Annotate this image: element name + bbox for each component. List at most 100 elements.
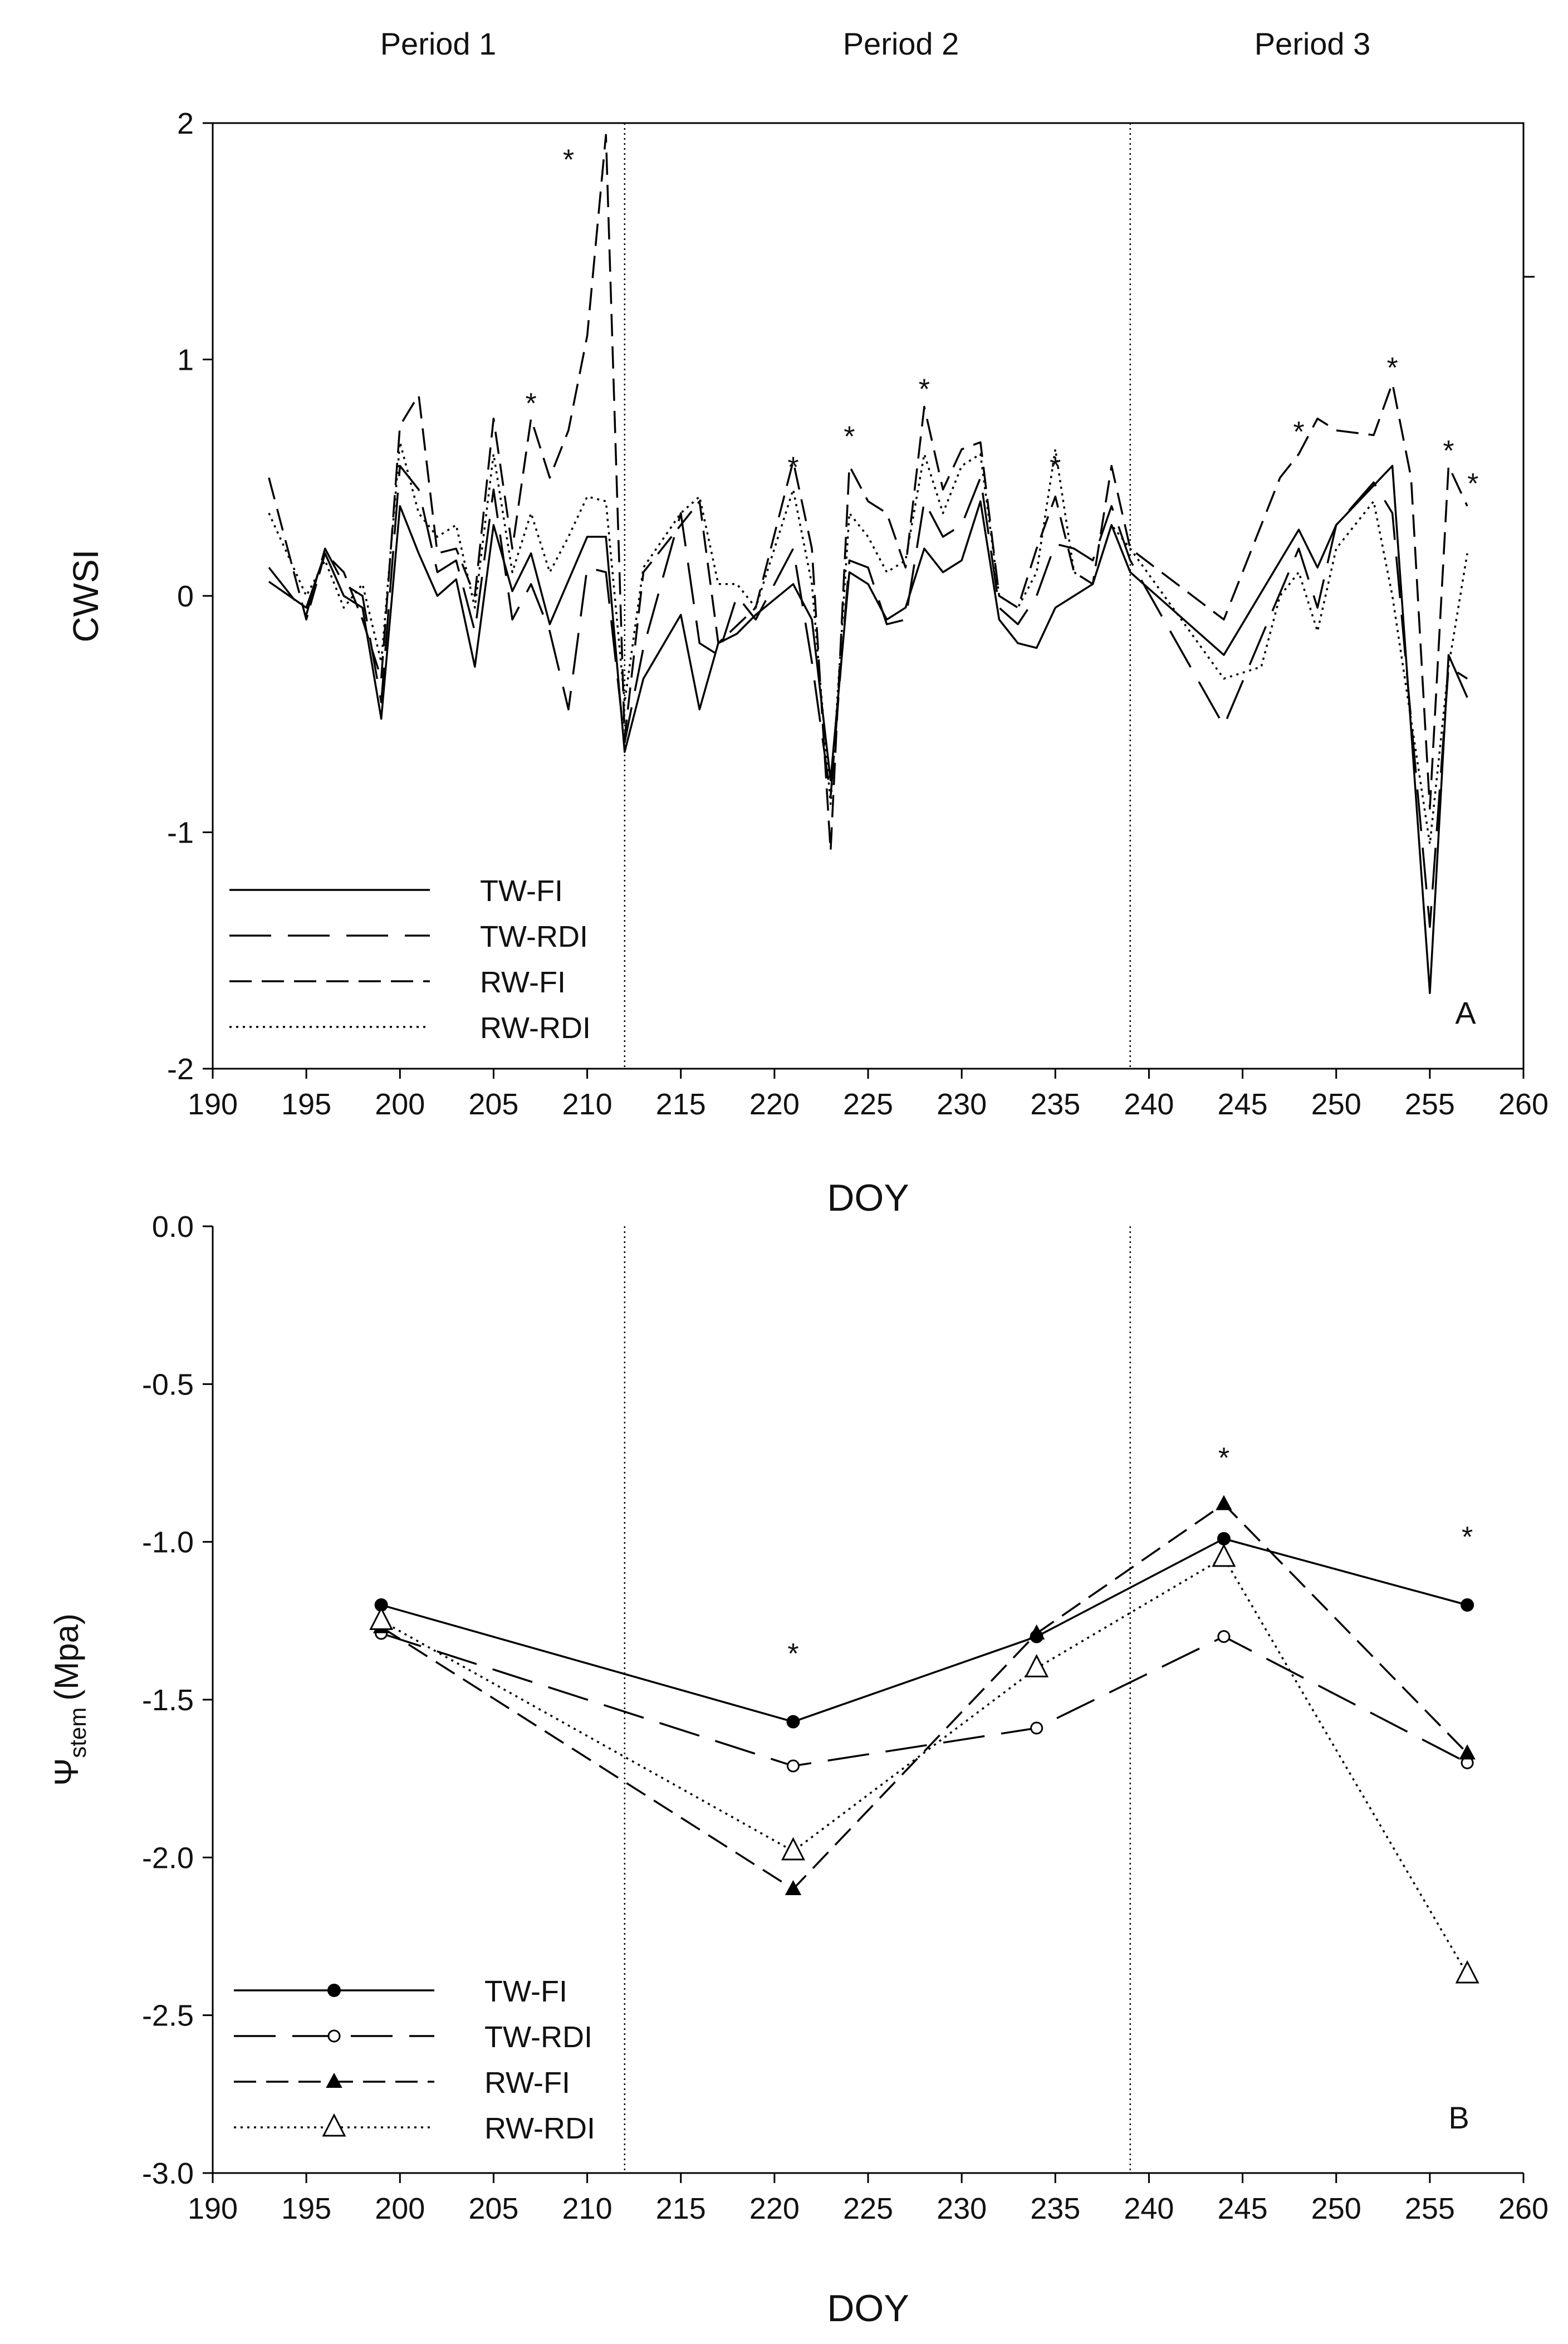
panel-a-y-tick-label: 1 (177, 344, 194, 377)
panel-b-series-rw-rdi-line (380, 1557, 1468, 1975)
panel-b-x-tick-label: 260 (1498, 2192, 1549, 2225)
panel-b-tw-fi-point (786, 1715, 800, 1729)
panel-a-legend-label-rw-fi: RW-FI (480, 966, 566, 999)
panel-b-x-tick-label: 190 (188, 2192, 238, 2225)
panel-b-y-tick-label: -0.5 (142, 1368, 194, 1401)
panel-b-significance-marker: * (1462, 1521, 1473, 1553)
panel-b-rw-rdi-point (1212, 1543, 1236, 1567)
panel-a-y-tick-label: 2 (177, 107, 194, 140)
panel-a-y-axis-title: CWSI (66, 549, 106, 642)
panel-b-legend-marker-tw-fi (327, 1984, 341, 1997)
panel-b-period-dividers (624, 1226, 1131, 2173)
panel-b-tw-rdi-point (786, 1759, 800, 1773)
panel-a-x-tick-label: 220 (749, 1088, 800, 1121)
panel-b-x-tick-label: 245 (1218, 2192, 1268, 2225)
panel-a-x-tick-label: 255 (1405, 1088, 1455, 1121)
panel-b-legend-label-rw-fi: RW-FI (484, 2066, 570, 2100)
period-label-2: Period 2 (843, 26, 959, 61)
panel-a-x-tick-label: 230 (937, 1088, 987, 1121)
panel-b-series (369, 1495, 1479, 1984)
panel-b-x-tick-label: 240 (1124, 2192, 1174, 2225)
panel-b-tw-fi-point (1461, 1598, 1474, 1612)
panel-b-x-tick-label: 225 (843, 2192, 893, 2225)
panel-a-significance-marker: * (1386, 352, 1398, 384)
panel-b-x-tick-label: 235 (1030, 2192, 1080, 2225)
panel-a-significance-marker: * (526, 388, 537, 420)
panel-a-x-tick-label: 260 (1498, 1088, 1549, 1121)
panel-b-tw-fi-point (1217, 1532, 1231, 1545)
panel-b-y-tick-label: -1.0 (142, 1526, 194, 1559)
panel-b-x-tick-label: 215 (656, 2192, 706, 2225)
period-label-3: Period 3 (1255, 26, 1371, 61)
panel-b-y-tick-label: -3.0 (142, 2157, 194, 2190)
panel-b-rw-rdi-point (1025, 1654, 1049, 1677)
panel-a-series-tw-rdi-line (268, 464, 1468, 928)
panel-a-legend: TW-FI TW-RDI RW-FI RW-RDI (229, 874, 591, 1045)
panel-b-y-tick-label: 0.0 (152, 1210, 194, 1244)
panel-b-significance-marker: * (1218, 1442, 1229, 1475)
panel-a-significance-marker: * (563, 144, 574, 177)
panel-a-series-rw-rdi-line (268, 441, 1468, 845)
panel-a-significance-marker: * (787, 452, 798, 484)
panel-a-legend-label-rw-rdi: RW-RDI (480, 1011, 591, 1045)
panel-b-rw-fi-point (1459, 1744, 1476, 1760)
panel-b-rw-rdi-point (1455, 1960, 1479, 1984)
panel-a-axes: 190 195 200 205 210 215 220 225 230 235 240 245 250 2… (167, 107, 1549, 1121)
panel-b-x-tick-label: 200 (375, 2192, 425, 2225)
panel-b-legend-marker-rw-rdi (322, 2113, 346, 2137)
panel-b-x-tick-label: 230 (937, 2192, 987, 2225)
panel-a-x-tick-label: 235 (1030, 1088, 1080, 1121)
panel-b-rw-fi-point (1028, 1624, 1045, 1640)
panel-b-series-tw-fi-line (381, 1538, 1468, 1723)
panel-b-rw-rdi-point (781, 1837, 805, 1861)
panel-b-legend-marker-rw-fi (326, 2072, 342, 2088)
panel-a-x-tick-label: 195 (281, 1088, 331, 1121)
panel-b-axes: 190 195 200 205 210 215 220 225 230 235 240 245 250 2… (142, 1210, 1549, 2225)
panel-a-x-tick-label: 200 (375, 1088, 425, 1121)
panel-b-x-tick-label: 220 (749, 2192, 800, 2225)
panel-b-significance-marker: * (787, 1638, 798, 1670)
panel-a-x-axis-title: DOY (827, 1177, 909, 1219)
panel-b-y-tick-label: -2.5 (142, 1999, 194, 2033)
panel-b-x-tick-label: 210 (562, 2192, 612, 2225)
panel-b-legend-label-tw-fi: TW-FI (484, 1975, 567, 2008)
panel-a-y-tick-label: -2 (167, 1053, 194, 1086)
panel-b-y-axis-subscript: stem (65, 1707, 91, 1758)
panel-a-label: A (1455, 995, 1476, 1030)
panel-a-significance-marker: * (1050, 452, 1061, 484)
panel-b-rw-fi-point (785, 1880, 802, 1895)
panel-b-label: B (1448, 2100, 1469, 2135)
panel-b-x-tick-label: 205 (468, 2192, 518, 2225)
panel-a-x-tick-label: 210 (562, 1088, 612, 1121)
panel-a-x-tick-label: 245 (1218, 1088, 1268, 1121)
panel-b-series-tw-rdi-line (381, 1632, 1468, 1767)
panel-b-x-axis-title: DOY (827, 2287, 909, 2330)
panel-a-x-tick-label: 250 (1311, 1088, 1361, 1121)
panel-a-legend-label-tw-fi: TW-FI (480, 874, 563, 908)
panel-a-x-tick-label: 215 (656, 1088, 706, 1121)
panel-b-y-tick-label: -1.5 (142, 1684, 194, 1717)
panel-a-x-tick-label: 240 (1124, 1088, 1174, 1121)
panel-b-series-rw-fi-line (380, 1503, 1468, 1890)
panel-b-stem-water-potential: 190 195 200 205 210 215 220 225 230 235 240 245 250 2… (48, 1210, 1549, 2330)
panel-b-legend-marker-tw-rdi (327, 2029, 341, 2043)
panel-b-legend-label-tw-rdi: TW-RDI (484, 2020, 592, 2054)
panel-a-cwsi: 190 195 200 205 210 215 220 225 230 235 240 245 250 2… (66, 107, 1549, 1219)
panel-a-significance-marker: * (1293, 416, 1304, 448)
panel-a-annotations: * * * * * * * * * * (526, 144, 1479, 501)
panel-a-significance-marker: * (919, 373, 930, 405)
panel-a-x-tick-label: 225 (843, 1088, 893, 1121)
panel-a-series-tw-fi-line (268, 464, 1468, 994)
panel-a-frame (212, 122, 1525, 1070)
panel-a-legend-label-tw-rdi: TW-RDI (480, 920, 588, 953)
panel-a-x-tick-label: 190 (188, 1088, 238, 1121)
panel-a-period-dividers (624, 123, 1131, 1069)
panel-a-series (268, 134, 1468, 994)
panel-a-series-rw-fi-line (268, 134, 1468, 853)
panel-b-y-axis-unit: (Mpa) (48, 1613, 85, 1701)
panel-b-tw-rdi-point (1030, 1721, 1043, 1735)
panel-a-y-tick-label: -1 (167, 816, 194, 850)
panel-b-tw-rdi-point (1217, 1630, 1231, 1643)
